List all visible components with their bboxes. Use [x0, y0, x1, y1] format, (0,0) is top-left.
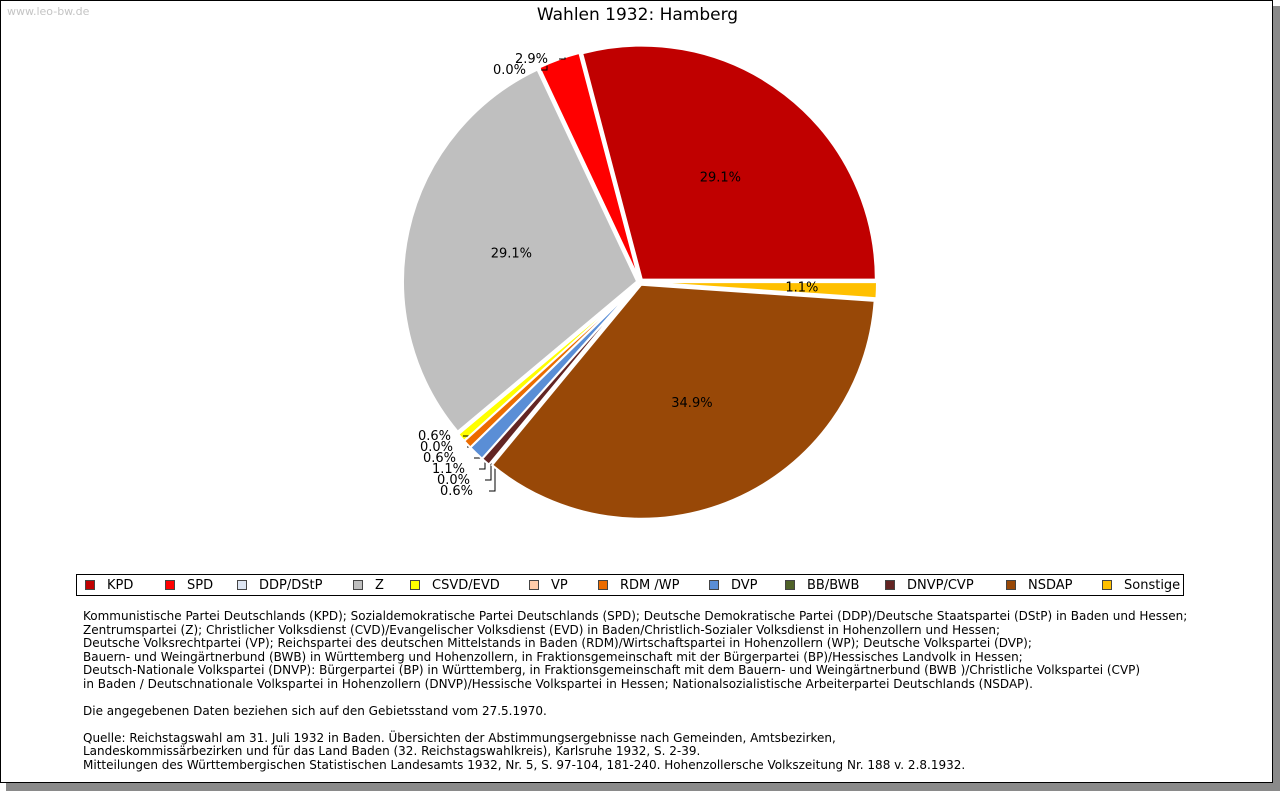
legend-label: DNVP/CVP [907, 578, 974, 593]
legend-swatch [85, 580, 95, 590]
legend-item-dnvp-cvp: DNVP/CVP [885, 578, 974, 593]
note-line: Zentrumspartei (Z); Christlicher Volksdi… [83, 622, 1001, 637]
note-line: in Baden / Deutschnationale Volkspartei … [83, 676, 1033, 691]
legend-item-sonstige: Sonstige [1102, 578, 1180, 593]
legend-item-nsdap: NSDAP [1006, 578, 1073, 593]
pie-slice-z [402, 68, 639, 434]
slice-label-rdm-wp: 0.6% [423, 451, 456, 466]
legend-label: NSDAP [1028, 578, 1073, 593]
legend-swatch [165, 580, 175, 590]
legend-label: CSVD/EVD [432, 578, 500, 593]
legend-item-dvp: DVP [709, 578, 758, 593]
slice-label-dnvp-cvp: 0.6% [440, 484, 473, 499]
chart-title: Wahlen 1932: Hamberg [536, 5, 739, 25]
slice-label-nsdap: 34.9% [671, 396, 712, 411]
leader-line-bb-bwb [485, 460, 492, 481]
slice-label-ddp-dstp: 0.0% [493, 63, 526, 78]
leader-line-ddp-dstp [541, 65, 548, 71]
legend-swatch [353, 580, 363, 590]
leader-line-spd [559, 57, 566, 60]
legend-swatch [410, 580, 420, 590]
watermark: www.leo-bw.de [7, 5, 90, 18]
legend-item-kpd: KPD [85, 578, 133, 593]
slice-label-sonstige: 1.1% [785, 281, 818, 296]
legend-item-rdm-wp: RDM /WP [598, 578, 679, 593]
legend-swatch [598, 580, 608, 590]
source-line: Mitteilungen des Württembergischen Stati… [83, 757, 966, 772]
legend-label: VP [551, 578, 568, 593]
slice-label-csvd-evd: 0.6% [418, 429, 451, 444]
pie-slice-nsdap [490, 283, 876, 520]
legend-label: DDP/DStP [259, 578, 323, 593]
legend-item-vp: VP [529, 578, 568, 593]
pie-slice-kpd [580, 44, 877, 281]
leader-line-dnvp-cvp [489, 463, 496, 492]
legend-item-csvd-evd: CSVD/EVD [410, 578, 500, 593]
legend-item-ddp-dstp: DDP/DStP [237, 578, 322, 593]
slice-label-kpd: 29.1% [700, 171, 741, 186]
note-line: Bauern- und Weingärtnerbund (BWB) in Wür… [83, 649, 1023, 664]
pie-slice-dnvp-cvp [480, 283, 639, 466]
legend-label: KPD [107, 578, 134, 593]
pie-chart: 29.1%2.9%0.0%29.1%0.6%0.0%0.6%1.1%0.0%0.… [402, 44, 878, 520]
slice-label-spd: 2.9% [515, 52, 548, 67]
legend-swatch [885, 580, 895, 590]
stand-note: Die angegebenen Daten beziehen sich auf … [83, 703, 547, 718]
legend-swatch [709, 580, 719, 590]
slice-label-dvp: 1.1% [432, 462, 465, 477]
slice-label-vp: 0.0% [420, 440, 453, 455]
legend-swatch [1102, 580, 1112, 590]
legend-item-bb-bwb: BB/BWB [785, 578, 859, 593]
notes: Kommunistische Partei Deutschlands (KPD)… [83, 609, 1188, 772]
source-line: Landeskommissärbezirken und für das Land… [83, 744, 701, 758]
legend-swatch [237, 580, 247, 590]
frame-shadow-bottom [6, 783, 1280, 791]
note-line: Deutsche Volksrechtpartei (VP); Reichspa… [83, 636, 1032, 650]
slice-label-z: 29.1% [491, 247, 532, 262]
legend-label: RDM /WP [620, 578, 680, 593]
source-line: Quelle: Reichstagswahl am 31. Juli 1932 … [83, 730, 836, 745]
pie-slice-sonstige [642, 281, 878, 300]
legend-item-z: Z [353, 578, 384, 593]
legend-swatch [529, 580, 539, 590]
frame-shadow-right [1273, 6, 1280, 791]
legend-label: BB/BWB [807, 578, 860, 593]
legend-label: Sonstige [1124, 578, 1181, 593]
legend-label: Z [375, 578, 384, 593]
legend-item-spd: SPD [165, 578, 213, 593]
note-line: Deutsch-Nationale Volkspartei (DNVP): Bü… [83, 663, 1141, 677]
legend: KPD SPD DDP/DStP Z CSVD/EVD VP RDM /WP DVP BB/BW… [76, 574, 1184, 596]
legend-swatch [1006, 580, 1016, 590]
note-line: Kommunistische Partei Deutschlands (KPD)… [83, 609, 1188, 623]
legend-label: SPD [187, 578, 214, 593]
legend-label: DVP [731, 578, 758, 593]
slice-label-bb-bwb: 0.0% [437, 473, 470, 488]
legend-swatch [785, 580, 795, 590]
